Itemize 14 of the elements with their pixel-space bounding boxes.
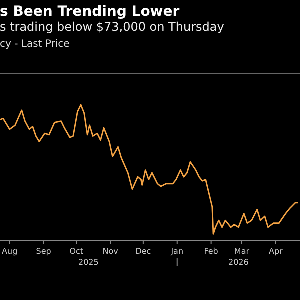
x-tick-label: Oct xyxy=(70,247,84,256)
text: cy - Last Price xyxy=(0,39,70,50)
x-tick-label: Aug xyxy=(2,247,18,256)
chart-title: s Been Trending Lower xyxy=(0,4,180,20)
x-tick-label: Sep xyxy=(36,247,52,256)
x-tick-label: Jan xyxy=(170,247,184,256)
text: 2026 xyxy=(228,258,249,267)
x-tick-label: Dec xyxy=(136,247,152,256)
x-tick-label: Apr xyxy=(268,247,284,256)
x-tick-label: Nov xyxy=(102,247,119,256)
x-tick-label: Mar xyxy=(234,247,250,256)
text: 2025 xyxy=(78,258,99,267)
x-tick-label: Feb xyxy=(204,247,218,256)
chart-subtitle: s trading below $73,000 on Thursday xyxy=(0,20,224,34)
